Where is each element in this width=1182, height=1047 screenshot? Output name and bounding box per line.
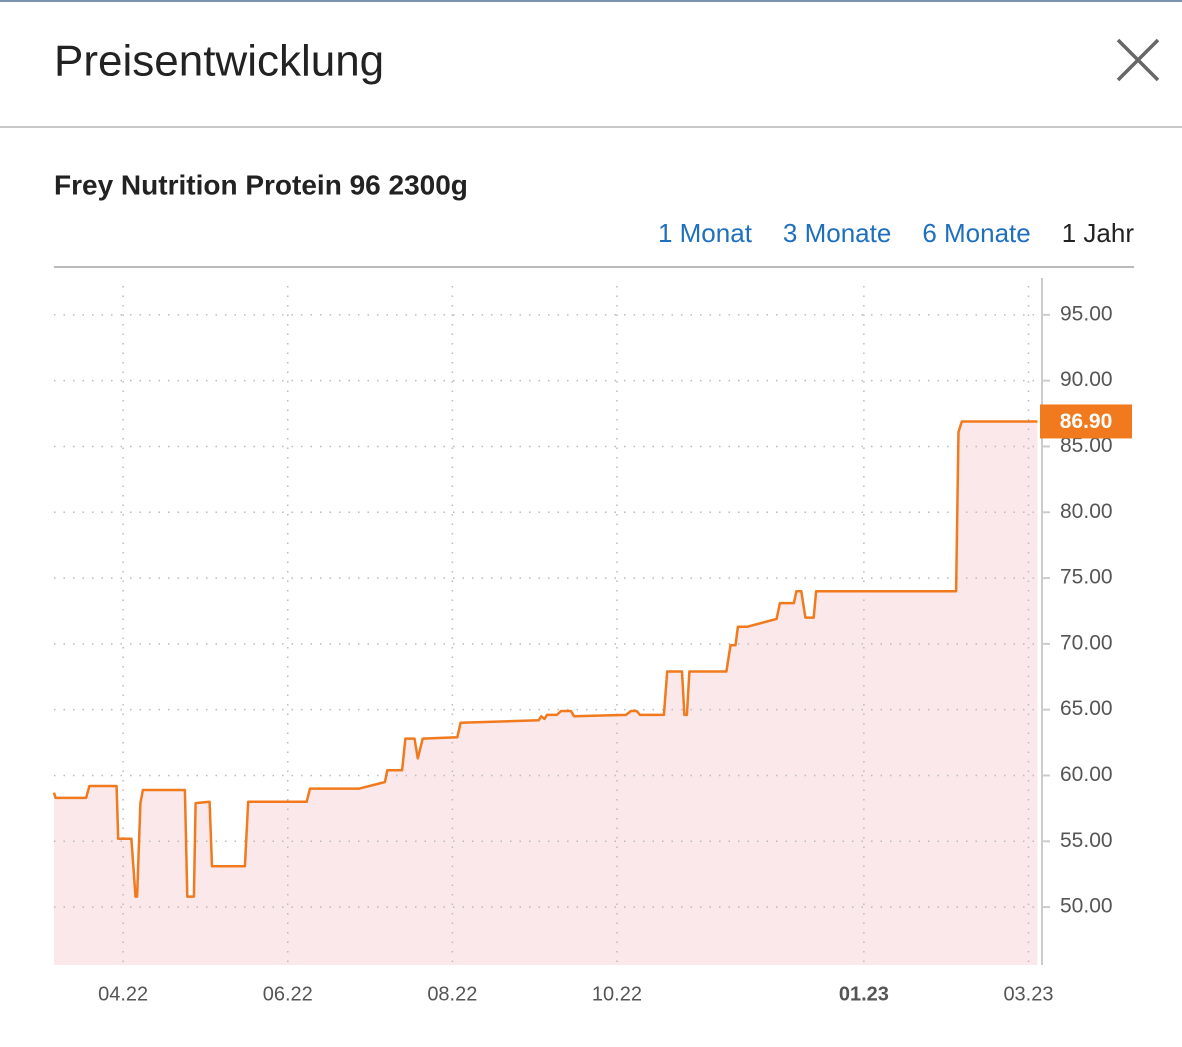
range-selector: 1 Jahr 6 Monate 3 Monate 1 Monat [658, 218, 1134, 248]
y-tick-label: 70.00 [1060, 631, 1113, 654]
y-tick-label: 60.00 [1060, 763, 1113, 786]
chart: 50.00 55.00 60.00 65.00 70.00 75.00 80.00 85.00… [52, 278, 1132, 1005]
y-tick-label: 50.00 [1060, 895, 1113, 918]
dialog-title: Preisentwicklung [54, 37, 384, 86]
range-button[interactable]: 3 Monate [783, 218, 891, 248]
product-title: Frey Nutrition Protein 96 2300g [54, 169, 468, 200]
y-tick-label: 90.00 [1060, 368, 1113, 391]
x-tick-label: 08.22 [427, 983, 477, 1005]
y-tick-label: 55.00 [1060, 829, 1113, 852]
current-price-label: 86.90 [1060, 410, 1113, 433]
x-tick-label: 06.22 [263, 983, 313, 1005]
x-tick-label: 01.23 [839, 983, 889, 1005]
close-icon[interactable] [1116, 38, 1160, 82]
current-price-badge [1040, 404, 1132, 439]
y-tick-label: 95.00 [1060, 302, 1113, 325]
y-tick-label: 75.00 [1060, 566, 1113, 589]
x-tick-label: 10.22 [592, 983, 642, 1005]
y-tick-label: 80.00 [1060, 500, 1113, 523]
range-button[interactable]: 1 Monat [658, 218, 753, 248]
range-button[interactable]: 6 Monate [922, 218, 1030, 248]
price-line [52, 420, 1038, 898]
range-button[interactable]: 1 Jahr [1062, 218, 1135, 248]
x-tick-label: 04.22 [98, 983, 148, 1005]
y-tick-label: 85.00 [1060, 434, 1113, 457]
close-button[interactable] [1116, 38, 1160, 82]
x-tick-label: 03.23 [1003, 983, 1053, 1005]
price-area [54, 421, 1038, 965]
y-tick-label: 65.00 [1060, 697, 1113, 720]
